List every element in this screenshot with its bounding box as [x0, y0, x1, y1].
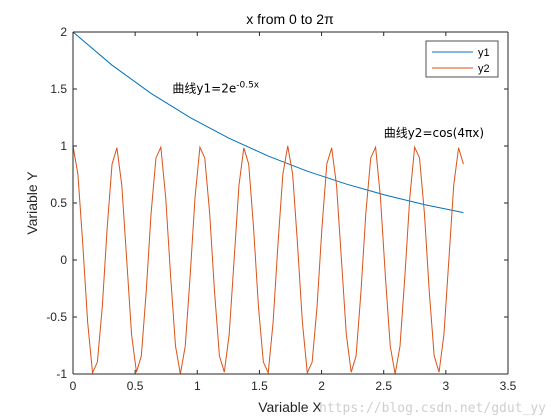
plot-area — [73, 32, 508, 374]
y-tick-label: 1.5 — [50, 82, 67, 96]
y-tick-label: 0 — [60, 253, 67, 267]
legend: y1 y2 — [425, 40, 499, 78]
x-tick-label: 3 — [443, 379, 450, 393]
x-tick-label: 1 — [194, 379, 201, 393]
annotation-superscript: -0.5x — [236, 80, 260, 90]
y-tick-label: -1 — [56, 367, 67, 381]
x-tick-label: 0 — [70, 379, 77, 393]
annotation-y1: 曲线y1=2e-0.5x — [172, 80, 259, 95]
chart-title: x from 0 to 2π — [246, 11, 334, 27]
y-tick-label: -0.5 — [46, 310, 67, 324]
x-tick-label: 2.5 — [375, 379, 392, 393]
axes-box — [72, 31, 509, 375]
watermark: https://blog.csdn.net/gdut_yy — [319, 401, 546, 416]
annotation-text: 曲线y1=2e — [172, 81, 236, 95]
annotation-y2: 曲线y2=cos(4πx) — [384, 126, 484, 140]
x-axis-label: Variable X — [258, 399, 322, 415]
legend-label-y2: y2 — [478, 63, 490, 75]
annotation-layer: 曲线y1=2e-0.5x 曲线y2=cos(4πx) — [172, 80, 484, 139]
x-tick-label: 2 — [318, 379, 325, 393]
y-tick-label: 0.5 — [50, 196, 67, 210]
series-line-y2 — [72, 145, 464, 375]
series-layer — [72, 31, 464, 375]
annotation-text: 曲线y2=cos(4πx) — [384, 126, 484, 140]
x-tick-label: 3.5 — [500, 379, 517, 393]
legend-label-y1: y1 — [478, 47, 490, 59]
y-axis-label: Variable Y — [24, 171, 40, 235]
legend-box — [425, 40, 499, 78]
y-tick-label: 2 — [60, 25, 67, 39]
series-line-y1 — [72, 31, 464, 214]
x-tick-label: 0.5 — [127, 379, 144, 393]
x-tick-label: 1.5 — [251, 379, 268, 393]
y-tick-label: 1 — [60, 139, 67, 153]
